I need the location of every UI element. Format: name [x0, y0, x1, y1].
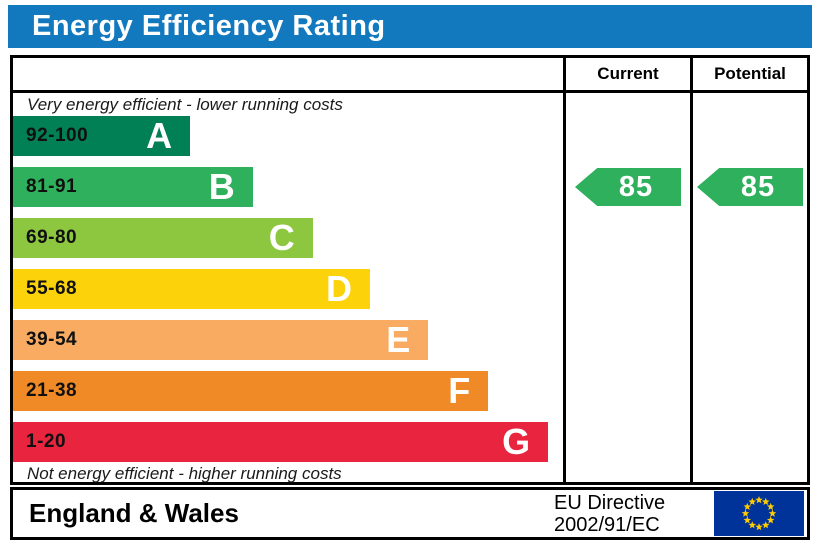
band-bar-d: 55-68 D: [13, 269, 370, 309]
band-bar-e: 39-54 E: [13, 319, 429, 360]
band-range-f: 21-38: [26, 380, 78, 401]
current-rating-value: 85: [618, 170, 654, 203]
band-bar-c: 69-80 C: [13, 218, 313, 258]
potential-rating-value: 85: [740, 170, 776, 203]
band-bar-a: 92-100 A: [13, 115, 191, 156]
band-letter-c: C: [268, 217, 295, 258]
band-range-e: 39-54: [26, 329, 78, 350]
page-title: Energy Efficiency Rating: [8, 5, 812, 48]
band-row-d: 55-68 D: [13, 269, 563, 309]
header-current: Current: [563, 58, 690, 93]
epc-page: Energy Efficiency Rating Current Potenti…: [8, 5, 812, 540]
band-letter-b: B: [208, 166, 235, 207]
band-bar-b: 81-91 B: [13, 167, 253, 207]
note-bottom: Not energy efficient - higher running co…: [27, 464, 342, 483]
band-range-g: 1-20: [26, 431, 67, 452]
band-range-c: 69-80: [26, 227, 78, 248]
eu-directive-text: EU Directive 2002/91/EC: [554, 492, 714, 536]
potential-rating-arrow: 85: [697, 168, 803, 206]
current-column: 85: [563, 93, 690, 485]
band-letter-d: D: [325, 268, 352, 309]
footer: England & Wales EU Directive 2002/91/EC: [10, 487, 810, 540]
band-row-f: 21-38 F: [13, 371, 563, 411]
eu-directive-line2: 2002/91/EC: [554, 513, 660, 536]
band-row-e: 39-54 E: [13, 320, 563, 360]
potential-column: 85: [690, 93, 807, 485]
band-row-g: 1-20 G: [13, 422, 563, 462]
bands: 92-100 A 81-91 B 69-80 C 55-68 D 39-54 E 21-38 F 1-2…: [13, 116, 563, 462]
band-letter-f: F: [448, 370, 471, 411]
band-row-c: 69-80 C: [13, 218, 563, 258]
header-potential: Potential: [690, 58, 807, 93]
eu-flag-icon: [714, 491, 804, 536]
bands-column: Very energy efficient - lower running co…: [13, 93, 563, 485]
note-top: Very energy efficient - lower running co…: [27, 95, 343, 114]
epc-rating-table: Current Potential Very energy efficient …: [10, 55, 810, 485]
band-bar-g: 1-20 G: [13, 421, 549, 462]
band-letter-a: A: [146, 115, 173, 156]
band-range-d: 55-68: [26, 278, 78, 299]
band-bar-f: 21-38 F: [13, 370, 489, 411]
eu-directive-line1: EU Directive: [554, 491, 666, 514]
band-letter-e: E: [386, 319, 411, 360]
current-rating-arrow: 85: [575, 168, 681, 206]
band-range-b: 81-91: [26, 176, 78, 197]
band-letter-g: G: [502, 421, 531, 462]
band-row-b: 81-91 B: [13, 167, 563, 207]
header-empty-cell: [13, 58, 563, 93]
band-range-a: 92-100: [26, 125, 89, 146]
band-row-a: 92-100 A: [13, 116, 563, 156]
region-label: England & Wales: [29, 498, 239, 528]
